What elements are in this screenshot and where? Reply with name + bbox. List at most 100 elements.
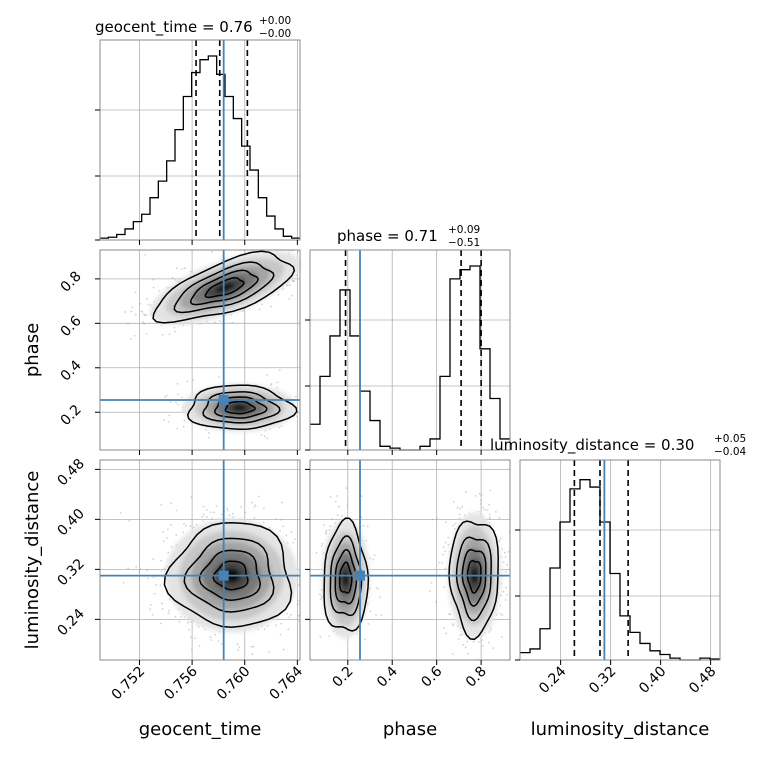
axes-frame — [99, 459, 301, 661]
scatter-point — [261, 303, 263, 306]
scatter-point — [336, 514, 339, 516]
scatter-point — [221, 643, 223, 645]
scatter-point — [171, 276, 174, 279]
scatter-point — [151, 613, 154, 616]
contours-phase-vs-luminosity-distance — [323, 517, 499, 641]
scatter-point — [294, 538, 296, 541]
scatter-point — [210, 639, 213, 641]
scatter-point — [329, 525, 332, 527]
contour-level — [323, 517, 370, 632]
scatter-point — [152, 286, 155, 289]
scatter-point — [176, 393, 179, 396]
scatter-point — [279, 633, 282, 636]
scatter-point — [461, 633, 463, 635]
scatter-point — [449, 613, 451, 616]
scatter-point — [253, 517, 256, 519]
scatter-point — [268, 651, 270, 654]
y-tick-label: 0.48 — [54, 456, 87, 489]
scatter-point — [158, 290, 161, 292]
scatter-point — [139, 568, 142, 571]
scatter-point — [286, 612, 288, 615]
scatter-point — [139, 302, 142, 305]
scatter-point — [435, 600, 437, 603]
title-phase: phase = 0.71 — [337, 227, 438, 245]
scatter-point — [175, 534, 178, 536]
scatter-point — [375, 614, 377, 616]
scatter-point — [327, 233, 329, 235]
scatter-point — [124, 311, 127, 313]
scatter-point — [480, 639, 483, 642]
scatter-point — [267, 245, 269, 247]
scatter-point — [280, 425, 283, 427]
histogram-phase — [310, 265, 510, 451]
scatter-point — [479, 499, 482, 501]
scatter-point — [183, 522, 185, 525]
scatter-point — [369, 557, 371, 560]
scatter-point — [177, 403, 179, 406]
scatter-point — [168, 333, 171, 336]
scatter-point — [143, 314, 146, 316]
scatter-point — [456, 625, 459, 627]
scatter-point — [367, 623, 370, 625]
scatter-point — [462, 643, 465, 646]
scatter-point — [444, 567, 447, 570]
scatter-point — [251, 501, 254, 504]
scatter-point — [194, 637, 197, 640]
scatter-point — [318, 549, 320, 551]
scatter-point — [163, 419, 166, 421]
title-phase-sup: +0.09 — [448, 224, 480, 236]
scatter-point — [147, 577, 149, 580]
title-geocent-time-sub: −0.00 — [259, 28, 291, 40]
scatter-point — [336, 495, 339, 497]
scatter-point — [444, 541, 447, 544]
scatter-point — [160, 559, 163, 562]
scatter-point — [304, 415, 306, 417]
scatter-point — [164, 396, 167, 398]
scatter-point — [162, 531, 165, 533]
scatter-point — [183, 616, 186, 618]
scatter-point — [202, 505, 205, 508]
scatter-point — [487, 641, 490, 644]
scatter-point — [161, 608, 164, 610]
scatter-point — [142, 321, 145, 323]
scatter-point — [122, 581, 125, 584]
scatter-point — [227, 509, 229, 511]
scatter-point — [240, 505, 243, 508]
title-phase-sub: −0.51 — [448, 237, 480, 249]
scatter-point — [180, 396, 183, 399]
scatter-point — [484, 508, 486, 511]
scatter-point — [289, 613, 292, 616]
scatter-point — [451, 653, 454, 655]
scatter-point — [187, 621, 189, 624]
scatter-point — [268, 428, 271, 431]
scatter-point — [280, 519, 283, 521]
contour-level — [213, 396, 268, 419]
scatter-point — [182, 324, 185, 326]
x-tick-label: 0.32 — [586, 664, 619, 697]
scatter-point — [288, 298, 290, 300]
scatter-point — [163, 569, 166, 572]
scatter-point — [315, 251, 317, 253]
scatter-point — [319, 598, 322, 600]
scatter-point — [436, 517, 439, 520]
scatter-point — [369, 587, 372, 590]
scatter-point — [146, 297, 148, 300]
scatter-point — [319, 635, 322, 638]
scatter-point — [297, 251, 299, 253]
scatter-point — [430, 581, 433, 584]
scatter-point — [134, 291, 137, 294]
scatter-point — [467, 652, 470, 655]
scatter-point — [182, 425, 185, 428]
y-tick-label: 0.40 — [54, 506, 87, 539]
scatter-point — [290, 294, 293, 297]
histogram-luminosity-distance — [520, 479, 720, 661]
scatter-point — [502, 561, 505, 564]
scatter-point — [320, 595, 323, 598]
scatter-point — [499, 537, 502, 540]
scatter-point — [284, 234, 286, 236]
scatter-point — [504, 556, 507, 558]
scatter-point — [329, 496, 332, 498]
scatter-point — [152, 558, 155, 561]
scatter-point — [369, 610, 372, 613]
scatter-point — [502, 590, 505, 593]
